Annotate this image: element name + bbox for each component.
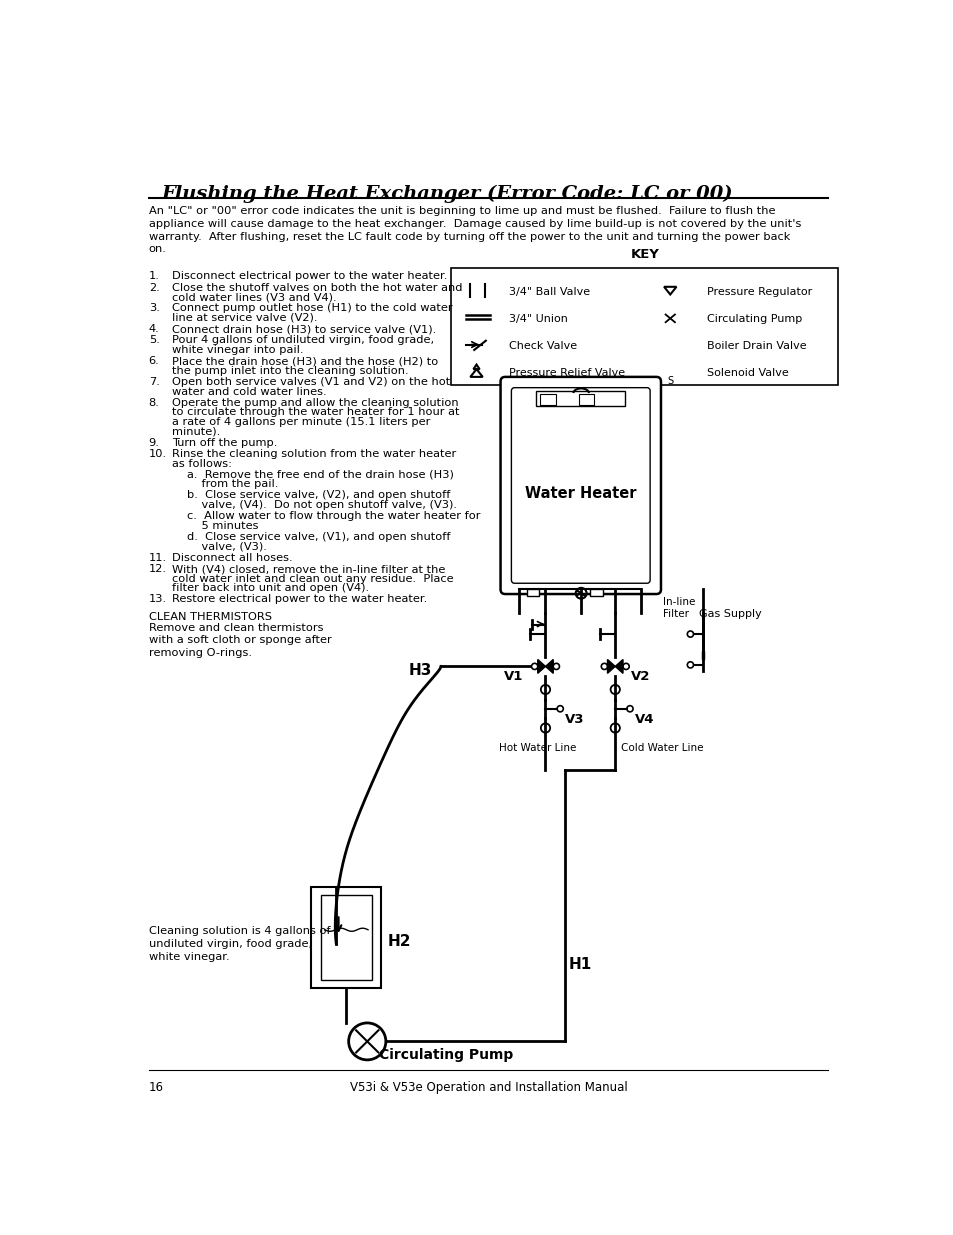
Text: Pressure Relief Valve: Pressure Relief Valve: [509, 368, 624, 378]
Text: H3: H3: [408, 662, 432, 678]
Text: Circulating Pump: Circulating Pump: [378, 1047, 513, 1062]
Text: 4.: 4.: [149, 324, 159, 335]
Text: Place the drain hose (H3) and the hose (H2) to: Place the drain hose (H3) and the hose (…: [172, 356, 437, 366]
Text: 5 minutes: 5 minutes: [187, 521, 258, 531]
Text: 8.: 8.: [149, 398, 159, 408]
Polygon shape: [545, 659, 553, 673]
Text: cold water inlet and clean out any residue.  Place: cold water inlet and clean out any resid…: [172, 573, 453, 584]
Text: as follows:: as follows:: [172, 458, 232, 468]
Text: b.  Close service valve, (V2), and open shutoff: b. Close service valve, (V2), and open s…: [187, 490, 451, 500]
Bar: [536, 390, 624, 406]
Text: 6.: 6.: [149, 356, 159, 366]
Bar: [526, 589, 538, 595]
Text: KEY: KEY: [630, 248, 659, 262]
Bar: [590, 589, 602, 595]
Text: water and cold water lines.: water and cold water lines.: [172, 387, 326, 396]
Text: Connect drain hose (H3) to service valve (V1).: Connect drain hose (H3) to service valve…: [172, 324, 436, 335]
Text: minute).: minute).: [172, 426, 220, 436]
Text: V53i & V53e Operation and Installation Manual: V53i & V53e Operation and Installation M…: [350, 1082, 627, 1094]
Bar: [539, 394, 555, 405]
Text: V1: V1: [504, 671, 523, 683]
Text: Gas Supply: Gas Supply: [699, 609, 760, 619]
Text: Cleaning solution is 4 gallons of
undiluted virgin, food grade,
white vinegar.: Cleaning solution is 4 gallons of undilu…: [149, 926, 330, 962]
Text: 16: 16: [149, 1082, 164, 1094]
Text: white vinegar into pail.: white vinegar into pail.: [172, 345, 303, 354]
FancyBboxPatch shape: [500, 377, 660, 594]
Text: 3/4" Union: 3/4" Union: [509, 314, 567, 324]
Text: V2: V2: [630, 671, 649, 683]
Text: filter back into unit and open (V4).: filter back into unit and open (V4).: [172, 583, 369, 593]
Polygon shape: [537, 659, 545, 673]
Text: Check Valve: Check Valve: [509, 341, 577, 351]
Text: With (V4) closed, remove the in-line filter at the: With (V4) closed, remove the in-line fil…: [172, 564, 445, 574]
Text: 11.: 11.: [149, 553, 167, 563]
Bar: [578, 394, 594, 405]
Text: Restore electrical power to the water heater.: Restore electrical power to the water he…: [172, 594, 427, 604]
Text: Operate the pump and allow the cleaning solution: Operate the pump and allow the cleaning …: [172, 398, 458, 408]
Text: c.  Allow water to flow through the water heater for: c. Allow water to flow through the water…: [187, 511, 480, 521]
Bar: [661, 369, 678, 377]
Polygon shape: [607, 659, 615, 673]
Text: CLEAN THERMISTORS: CLEAN THERMISTORS: [149, 611, 272, 621]
Text: Remove and clean thermistors
with a soft cloth or sponge after
removing O-rings.: Remove and clean thermistors with a soft…: [149, 622, 331, 658]
Text: Disconnect all hoses.: Disconnect all hoses.: [172, 553, 293, 563]
Text: Water Heater: Water Heater: [524, 485, 636, 500]
Text: from the pail.: from the pail.: [187, 479, 278, 489]
Text: 12.: 12.: [149, 564, 167, 574]
Text: 7.: 7.: [149, 377, 159, 387]
Text: 3.: 3.: [149, 304, 159, 314]
Text: Boiler Drain Valve: Boiler Drain Valve: [706, 341, 805, 351]
Bar: [451, 268, 838, 384]
Polygon shape: [615, 659, 622, 673]
Text: a.  Remove the free end of the drain hose (H3): a. Remove the free end of the drain hose…: [187, 469, 454, 479]
Text: Rinse the cleaning solution from the water heater: Rinse the cleaning solution from the wat…: [172, 448, 456, 459]
Text: 1.: 1.: [149, 272, 159, 282]
Text: 13.: 13.: [149, 594, 167, 604]
Text: 9.: 9.: [149, 437, 159, 448]
Text: Solenoid Valve: Solenoid Valve: [706, 368, 787, 378]
Text: Pressure Regulator: Pressure Regulator: [706, 287, 811, 296]
Text: valve, (V4).  Do not open shutoff valve, (V3).: valve, (V4). Do not open shutoff valve, …: [187, 500, 457, 510]
Text: Open both service valves (V1 and V2) on the hot: Open both service valves (V1 and V2) on …: [172, 377, 450, 387]
Text: V3: V3: [564, 713, 584, 726]
Text: Close the shutoff valves on both the hot water and: Close the shutoff valves on both the hot…: [172, 283, 462, 293]
Text: d.  Close service valve, (V1), and open shutoff: d. Close service valve, (V1), and open s…: [187, 532, 451, 542]
Text: Pour 4 gallons of undiluted virgin, food grade,: Pour 4 gallons of undiluted virgin, food…: [172, 336, 434, 346]
Text: 10.: 10.: [149, 448, 167, 459]
Text: a rate of 4 gallons per minute (15.1 liters per: a rate of 4 gallons per minute (15.1 lit…: [172, 417, 430, 427]
Text: An "LC" or "00" error code indicates the unit is beginning to lime up and must b: An "LC" or "00" error code indicates the…: [149, 206, 801, 254]
Text: cold water lines (V3 and V4).: cold water lines (V3 and V4).: [172, 293, 336, 303]
Text: H2: H2: [387, 934, 411, 948]
Text: V4: V4: [634, 713, 654, 726]
Text: to circulate through the water heater for 1 hour at: to circulate through the water heater fo…: [172, 408, 459, 417]
Text: In-line
Filter: In-line Filter: [661, 597, 694, 619]
Text: valve, (V3).: valve, (V3).: [187, 542, 267, 552]
Text: Connect pump outlet hose (H1) to the cold water: Connect pump outlet hose (H1) to the col…: [172, 304, 452, 314]
Text: S: S: [666, 377, 673, 387]
Text: Circulating Pump: Circulating Pump: [706, 314, 801, 324]
Text: Turn off the pump.: Turn off the pump.: [172, 437, 277, 448]
Text: the pump inlet into the cleaning solution.: the pump inlet into the cleaning solutio…: [172, 366, 408, 375]
Text: line at service valve (V2).: line at service valve (V2).: [172, 312, 317, 324]
FancyBboxPatch shape: [511, 388, 649, 583]
Text: 5.: 5.: [149, 336, 159, 346]
Text: Hot Water Line: Hot Water Line: [498, 743, 576, 753]
Text: Disconnect electrical power to the water heater.: Disconnect electrical power to the water…: [172, 272, 447, 282]
Text: 3/4" Ball Valve: 3/4" Ball Valve: [509, 287, 590, 296]
Text: H1: H1: [568, 957, 592, 972]
Text: 2.: 2.: [149, 283, 159, 293]
Text: Cold Water Line: Cold Water Line: [620, 743, 703, 753]
Text: Flushing the Heat Exchanger (Error Code: LC or 00): Flushing the Heat Exchanger (Error Code:…: [162, 185, 733, 204]
